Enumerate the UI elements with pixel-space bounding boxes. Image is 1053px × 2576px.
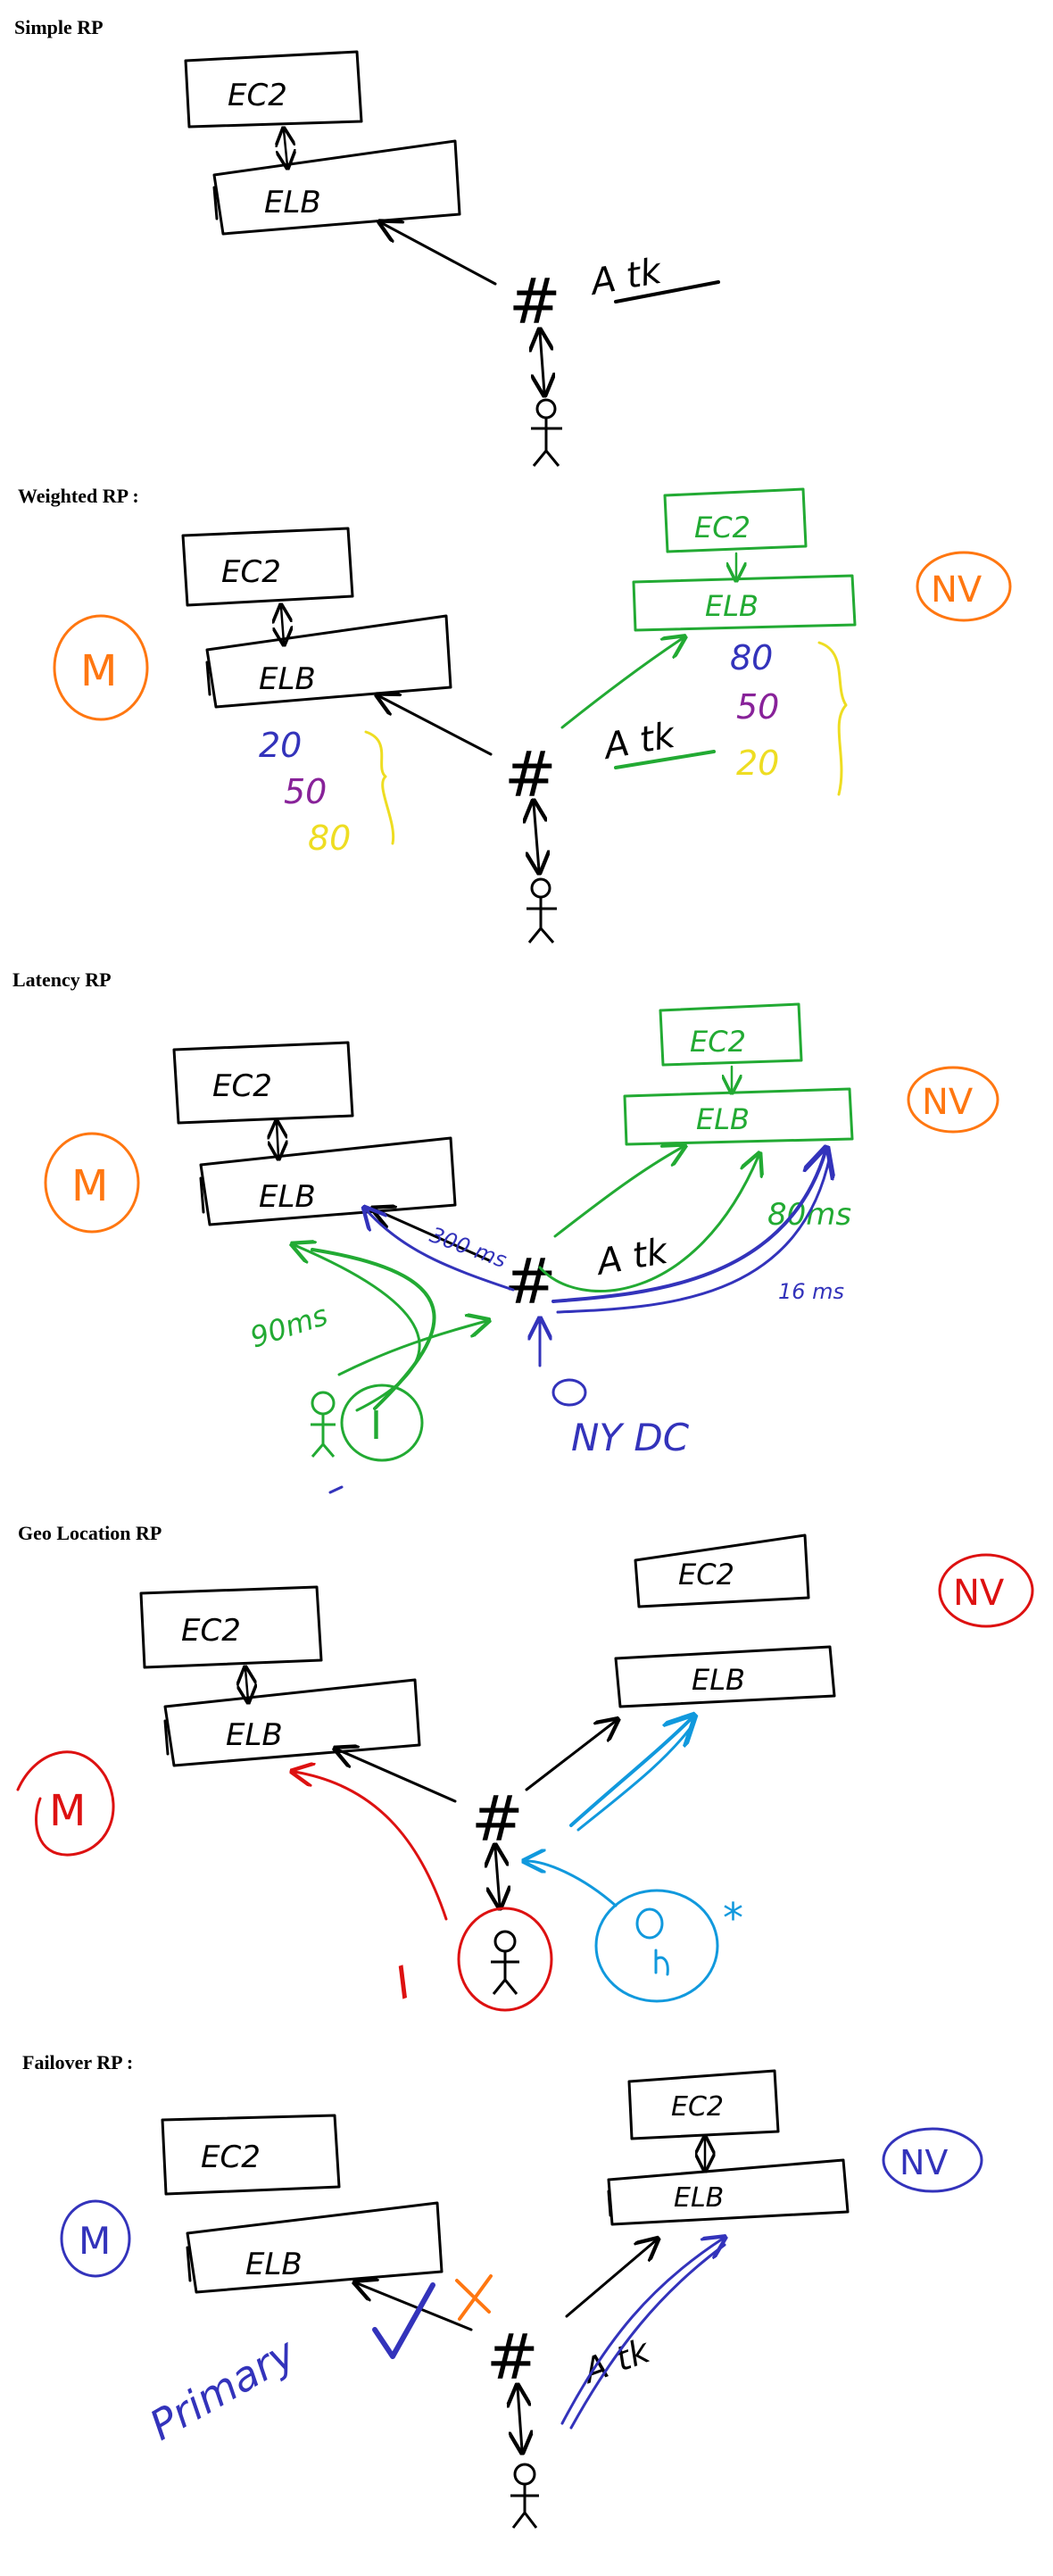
region-nv-circle: NV [882,2127,983,2193]
region-m-circle: M [60,2199,131,2278]
ny-dc-label: NY DC [571,1416,690,1459]
failover-x-mark [455,2274,493,2321]
svg-text:EC2: EC2 [212,1068,272,1104]
region-i-label: I [389,1957,418,2010]
user-figure-ny [551,1378,587,1407]
svg-text:NV: NV [922,1082,974,1123]
section-weighted-rp: EC2 ELB M 20 50 80 EC2 ELB NV 80 50 [53,487,1012,943]
region-m-circle: M [44,1132,140,1234]
latency-16ms: 16 ms [778,1279,844,1304]
dns-hash: # [509,265,561,338]
svg-text:ELB: ELB [696,1102,750,1136]
svg-text:EC2: EC2 [221,554,281,590]
region-nv-circle: NV [907,1066,999,1134]
weight-20-nv: 20 [736,744,779,783]
title-geo-location-rp: Geo Location RP [18,1522,162,1544]
region-i-circle: I [340,1384,424,1462]
region-nv-circle: NV [938,1553,1034,1628]
svg-text:NV: NV [931,569,983,611]
ec2-box-m: EC2 [161,2114,341,2196]
svg-text:ELB: ELB [692,1663,745,1697]
svg-text:ELB: ELB [259,1179,316,1215]
title-weighted-rp: Weighted RP : [18,485,139,507]
ec2-box: EC2 [184,50,363,129]
user-figure [510,2463,539,2529]
section-latency-rp: EC2 ELB M EC2 ELB NV # A tk 300 ms [44,1002,999,1494]
latency-300ms: 300 ms [427,1222,510,1273]
elb-box-nv: ELB [632,574,857,632]
svg-text:ELB: ELB [226,1717,283,1753]
elb-box-nv: ELB [614,1645,836,1708]
svg-text:ELB: ELB [674,2182,724,2214]
region-nv-circle: NV [916,551,1012,622]
title-simple-rp: Simple RP [14,16,104,38]
svg-text:#: # [504,738,557,811]
svg-text:M: M [49,1786,86,1836]
weight-50-nv: 50 [736,687,779,727]
ec2-box-nv: EC2 [659,1002,803,1067]
user-figure-i [311,1391,336,1458]
title-latency-rp: Latency RP [12,968,112,991]
weight-80-m: 80 [308,819,351,858]
svg-text:EC2: EC2 [201,2140,261,2175]
ec2-box-m: EC2 [139,1585,323,1669]
elb-box: ELB [212,139,461,236]
elb-box-m: ELB [163,1678,421,1767]
svg-text:EC2: EC2 [694,511,750,544]
svg-text:A tk: A tk [576,2331,656,2392]
user-figure [526,877,557,943]
svg-text:#: # [504,1245,557,1318]
region-i-circle [457,1907,553,2012]
title-failover-rp: Failover RP : [22,2051,134,2073]
svg-text:M: M [79,2219,111,2263]
region-m-circle: M [53,614,149,721]
user-dns-link [540,332,544,393]
dns-to-elb-arrow [382,223,497,286]
region-m-circle: M [16,1750,115,1857]
svg-text:EC2: EC2 [690,1025,746,1059]
svg-text:EC2: EC2 [181,1613,241,1649]
elb-box-nv: ELB [623,1087,854,1146]
region-ny-circle [594,1889,719,2003]
ec2-box-nv: EC2 [634,1533,810,1608]
ec2-elb-link [284,130,287,166]
elb-box-nv: ELB [607,2158,850,2226]
attack-underline [614,280,720,303]
weight-50-m: 50 [284,772,327,811]
svg-text:ELB: ELB [259,661,316,697]
ec2-label: EC2 [228,78,287,113]
svg-text:M: M [80,646,117,696]
user-figure [531,398,562,467]
weight-20-m: 20 [259,726,302,765]
primary-check-mark [372,2282,435,2359]
latency-90ms: 90ms [246,1298,332,1355]
elb-box-m: ELB [186,2201,444,2294]
section-geo-location-rp: EC2 ELB M EC2 ELB NV # [16,1533,1034,2012]
ec2-box-m: EC2 [181,527,354,607]
svg-text:ELB: ELB [245,2247,303,2282]
ec2-box-nv: EC2 [663,487,808,553]
svg-text:NV: NV [953,1573,1005,1614]
star-mark: * [723,1894,743,1942]
ec2-box-nv: EC2 [627,2069,780,2140]
svg-text:#: # [486,2321,539,2394]
svg-text:M: M [71,1161,108,1211]
section-failover-rp: EC2 ELB M EC2 ELB NV # A tk [60,2069,983,2529]
ec2-box-m: EC2 [172,1041,354,1125]
svg-text:I: I [370,1403,382,1449]
user-figure-i [491,1930,519,1995]
svg-text:EC2: EC2 [678,1558,734,1591]
svg-text:#: # [471,1782,524,1856]
elb-label: ELB [264,185,321,220]
elb-box-m: ELB [199,1136,457,1226]
primary-label: Primary [142,2328,304,2449]
svg-text:ELB: ELB [705,589,759,623]
svg-text:NV: NV [900,2143,948,2182]
weight-80-nv: 80 [730,638,773,677]
section-simple-rp: EC2 ELB # A tk [184,50,720,467]
svg-text:EC2: EC2 [671,2091,724,2123]
elb-box-m: ELB [205,614,452,709]
